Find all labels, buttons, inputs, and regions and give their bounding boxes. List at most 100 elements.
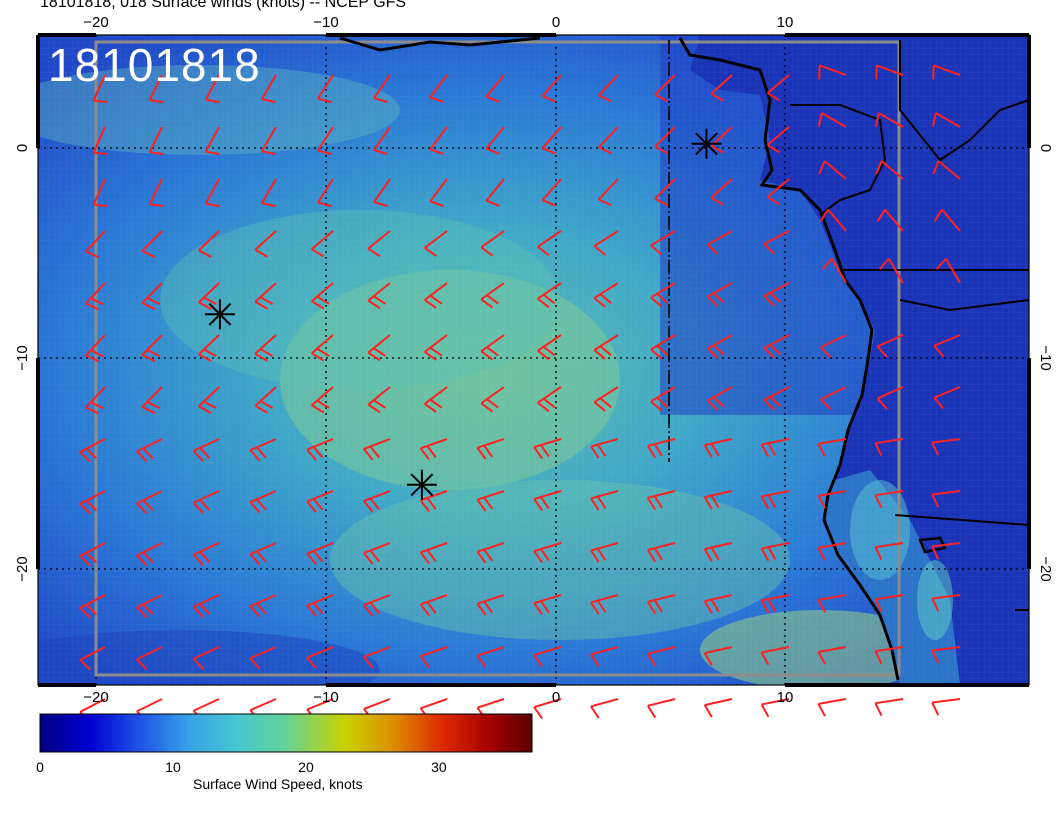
wind-barb	[931, 594, 961, 612]
lat-label-right-1: −10	[1037, 345, 1054, 370]
wind-barb	[485, 126, 505, 155]
wind-barb	[198, 282, 220, 310]
storm-marker-2	[406, 469, 437, 500]
wind-barb	[817, 490, 847, 509]
wind-barb	[818, 64, 847, 80]
wind-barb	[541, 178, 562, 207]
wind-barb	[424, 386, 448, 413]
wind-barb	[306, 490, 334, 513]
wind-barb	[260, 74, 277, 104]
wind-barb	[931, 646, 961, 664]
wind-barb	[710, 126, 733, 154]
lat-label-left-1: −10	[14, 345, 31, 370]
wind-barb	[306, 594, 334, 617]
wind-barb	[593, 282, 619, 308]
wind-barb	[317, 178, 334, 208]
wind-barb	[311, 386, 334, 414]
wind-barb	[590, 698, 619, 719]
wind-barb	[485, 74, 505, 103]
wind-barb	[192, 594, 220, 618]
wind-barb	[706, 230, 733, 255]
wind-barb	[876, 386, 904, 410]
wind-barb	[933, 334, 961, 358]
wind-barb	[598, 178, 619, 207]
wind-barb	[932, 160, 961, 180]
wind-barb	[646, 646, 676, 667]
wind-barb	[476, 490, 505, 512]
wind-barb	[429, 126, 448, 155]
wind-barb	[874, 698, 904, 717]
wind-barb	[85, 334, 106, 363]
wind-barb	[306, 542, 334, 565]
wind-barb	[192, 646, 220, 670]
wind-barb	[760, 646, 790, 666]
lon-label-top-0: −20	[83, 14, 108, 31]
wind-barb	[817, 594, 847, 613]
lon-label-top-2: 0	[552, 14, 560, 31]
lon-label-top-1: −10	[313, 14, 338, 31]
wind-barb	[79, 594, 106, 619]
wind-barb	[419, 594, 448, 617]
wind-barb	[79, 438, 106, 463]
wind-barb	[419, 438, 448, 461]
wind-barb	[760, 490, 790, 510]
colorbar-tick-label-1: 10	[165, 759, 181, 775]
wind-barb	[760, 594, 790, 614]
wind-barb	[192, 542, 220, 566]
wind-barb	[367, 282, 391, 310]
wind-barb	[598, 74, 619, 103]
wind-barb	[590, 646, 619, 667]
wind-barb	[148, 178, 164, 208]
wind-barb	[646, 438, 676, 459]
wind-barb	[874, 112, 904, 128]
wind-barb	[148, 74, 164, 104]
wind-barb	[650, 386, 676, 412]
lon-label-bottom-0: −20	[83, 689, 108, 706]
wind-barb	[485, 178, 505, 207]
lat-label-right-0: 0	[1037, 144, 1054, 152]
wind-barb	[590, 594, 619, 615]
colorbar-tick-label-2: 20	[298, 759, 314, 775]
wind-barb	[424, 230, 448, 257]
wind-barb	[254, 230, 277, 258]
wind-barb	[650, 282, 676, 308]
wind-barb	[650, 334, 676, 360]
wind-barb	[933, 386, 961, 410]
wind-barb	[933, 208, 961, 232]
wind-barb	[931, 438, 961, 456]
wind-barb	[590, 542, 619, 563]
wind-barb	[654, 178, 676, 206]
wind-barb	[875, 64, 904, 80]
wind-barb	[476, 646, 505, 668]
wind-barb	[763, 282, 790, 307]
colorbar-gradient	[39, 713, 533, 753]
wind-barb	[766, 178, 790, 206]
storm-markers	[204, 128, 722, 500]
wind-barb	[593, 386, 619, 412]
wind-barb	[646, 594, 676, 615]
wind-barb	[533, 698, 562, 720]
wind-barb	[317, 74, 334, 104]
wind-barb	[141, 230, 163, 259]
wind-barb	[703, 490, 733, 510]
wind-barb	[204, 126, 220, 156]
wind-barb	[763, 386, 790, 411]
wind-barb	[874, 438, 904, 457]
wind-barb	[537, 230, 562, 257]
wind-barb	[249, 490, 277, 514]
wind-barb	[363, 646, 391, 669]
wind-barb	[367, 386, 391, 414]
wind-barb	[260, 178, 277, 208]
wind-barb	[590, 490, 619, 511]
wind-barb	[654, 74, 676, 102]
frame-ticks	[36, 33, 1031, 687]
wind-barb	[254, 334, 277, 362]
wind-barb	[654, 126, 676, 154]
wind-barb	[760, 698, 790, 718]
wind-barb	[593, 230, 619, 256]
wind-barb	[363, 438, 391, 461]
lon-label-top-3: 10	[777, 14, 794, 31]
colorbar: 0 10 20 30	[36, 713, 533, 775]
date-stamp: 18101818	[48, 39, 261, 91]
wind-barb	[363, 542, 391, 565]
